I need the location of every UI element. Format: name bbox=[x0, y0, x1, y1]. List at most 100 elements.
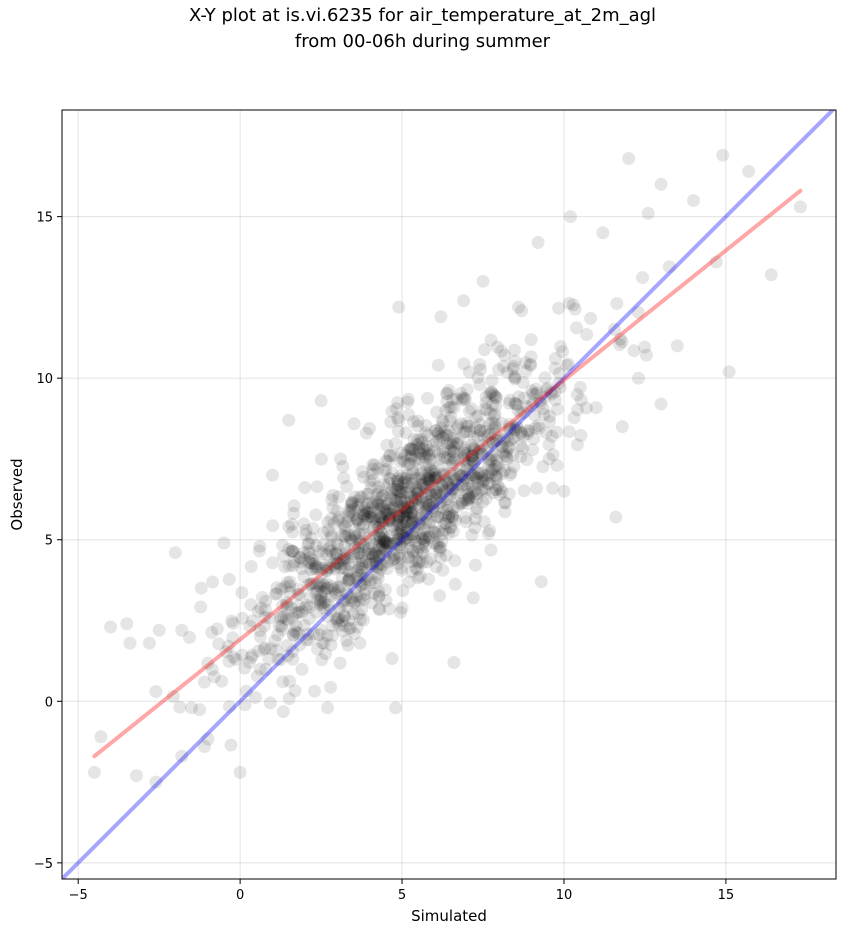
scatter-point bbox=[398, 501, 412, 515]
scatter-point bbox=[395, 526, 409, 540]
scatter-point bbox=[508, 423, 522, 437]
scatter-point bbox=[315, 562, 329, 576]
scatter-point bbox=[315, 567, 328, 581]
scatter-point bbox=[439, 428, 453, 442]
scatter-point bbox=[372, 584, 386, 598]
scatter-point bbox=[464, 468, 478, 482]
scatter-point bbox=[415, 508, 429, 522]
scatter-point bbox=[489, 391, 503, 405]
scatter-point bbox=[528, 408, 542, 422]
scatter-point bbox=[193, 703, 207, 717]
scatter-point bbox=[367, 520, 381, 533]
scatter-point bbox=[406, 466, 420, 480]
scatter-point bbox=[456, 473, 470, 487]
scatter-point bbox=[301, 537, 315, 551]
scatter-point bbox=[307, 576, 321, 590]
scatter-point bbox=[229, 653, 243, 666]
scatter-point bbox=[389, 701, 403, 715]
scatter-point bbox=[412, 556, 426, 570]
scatter-point bbox=[326, 619, 339, 632]
scatter-point bbox=[395, 446, 409, 460]
scatter-point bbox=[475, 439, 489, 452]
scatter-point bbox=[422, 443, 435, 457]
scatter-point bbox=[366, 498, 380, 511]
scatter-point bbox=[323, 561, 336, 575]
scatter-point bbox=[354, 565, 368, 579]
data-points bbox=[87, 148, 807, 789]
scatter-point bbox=[442, 507, 456, 521]
scatter-point bbox=[430, 485, 444, 499]
scatter-point bbox=[514, 425, 528, 439]
scatter-point bbox=[638, 340, 652, 354]
scatter-point bbox=[446, 451, 460, 465]
scatter-point bbox=[397, 485, 411, 499]
scatter-point bbox=[271, 628, 285, 642]
scatter-point bbox=[407, 443, 421, 457]
scatter-point bbox=[297, 546, 311, 560]
scatter-point bbox=[332, 490, 346, 504]
scatter-point bbox=[194, 581, 208, 595]
scatter-point bbox=[381, 454, 395, 468]
scatter-point bbox=[404, 441, 418, 455]
scatter-point bbox=[351, 569, 365, 583]
scatter-point bbox=[477, 469, 491, 483]
scatter-point bbox=[359, 583, 373, 597]
scatter-point bbox=[485, 416, 499, 430]
scatter-point bbox=[431, 426, 445, 440]
scatter-point bbox=[391, 477, 405, 491]
scatter-point bbox=[361, 487, 375, 501]
scatter-point bbox=[356, 540, 370, 553]
scatter-point bbox=[392, 414, 406, 427]
scatter-point bbox=[350, 620, 364, 634]
scatter-point bbox=[446, 524, 460, 538]
scatter-point bbox=[276, 705, 290, 719]
scatter-point bbox=[376, 533, 390, 547]
scatter-point bbox=[349, 571, 363, 585]
scatter-point bbox=[355, 603, 369, 617]
scatter-point bbox=[394, 525, 408, 539]
scatter-point bbox=[287, 628, 300, 642]
scatter-point bbox=[416, 537, 430, 551]
scatter-point bbox=[383, 506, 396, 520]
scatter-point bbox=[222, 654, 236, 668]
scatter-point bbox=[561, 357, 575, 371]
scatter-point bbox=[361, 496, 375, 510]
scatter-point bbox=[285, 517, 299, 531]
scatter-point bbox=[574, 393, 588, 407]
scatter-point bbox=[377, 514, 391, 528]
scatter-point bbox=[382, 513, 396, 527]
scatter-point bbox=[393, 521, 407, 535]
scatter-point bbox=[335, 571, 349, 585]
scatter-point bbox=[436, 445, 450, 459]
scatter-point bbox=[360, 570, 374, 584]
scatter-point bbox=[391, 484, 405, 497]
scatter-point bbox=[418, 481, 432, 495]
scatter-point bbox=[388, 537, 402, 550]
scatter-point bbox=[384, 485, 398, 499]
scatter-point bbox=[469, 421, 483, 435]
scatter-point bbox=[402, 550, 416, 564]
scatter-point bbox=[436, 468, 450, 482]
scatter-point bbox=[320, 564, 334, 578]
scatter-point bbox=[395, 563, 409, 577]
scatter-point bbox=[391, 526, 405, 540]
scatter-point bbox=[396, 530, 410, 544]
scatter-point bbox=[375, 526, 389, 540]
scatter-point bbox=[413, 527, 427, 541]
scatter-point bbox=[354, 590, 368, 604]
scatter-point bbox=[273, 611, 287, 625]
scatter-point bbox=[562, 296, 576, 310]
scatter-point bbox=[373, 491, 387, 505]
scatter-point bbox=[355, 553, 369, 567]
scatter-point bbox=[392, 509, 406, 523]
scatter-point bbox=[377, 500, 391, 514]
scatter-point bbox=[268, 634, 282, 648]
scatter-point bbox=[297, 517, 311, 531]
scatter-point bbox=[520, 400, 534, 414]
scatter-point bbox=[205, 662, 219, 676]
scatter-point bbox=[560, 358, 574, 372]
scatter-point bbox=[410, 484, 424, 498]
scatter-point bbox=[289, 606, 303, 620]
scatter-point bbox=[467, 455, 481, 469]
